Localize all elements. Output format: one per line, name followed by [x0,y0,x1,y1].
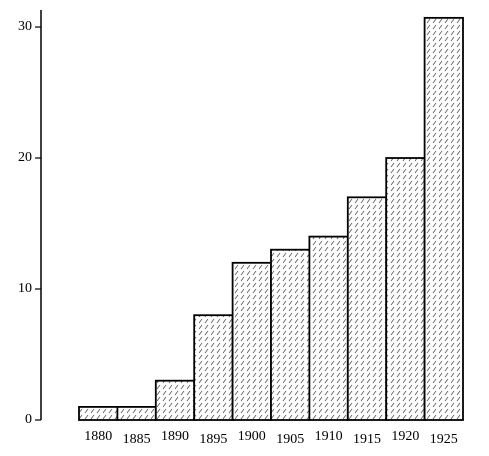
bar [423,16,464,421]
y-tick-label: 30 [18,19,32,34]
bar [193,314,234,421]
bar [78,406,119,421]
y-tick-label: 20 [18,150,32,165]
x-tick-label: 1920 [391,429,419,444]
x-tick-label: 1925 [430,432,458,447]
x-tick-label: 1900 [238,429,266,444]
bar [346,196,388,421]
x-tick-label: 1885 [123,432,151,447]
x-tick-label: 1905 [276,432,304,447]
x-tick-label: 1895 [199,432,227,447]
y-tick-label: 0 [25,412,32,427]
bar [270,248,311,421]
x-tick-label: 1880 [84,429,112,444]
bar [154,379,196,421]
x-tick-label: 1910 [315,429,343,444]
bar [231,261,272,421]
x-tick-label: 1890 [161,429,189,444]
bar [308,235,349,421]
bar [116,406,157,421]
bar [385,157,426,421]
y-tick-label: 10 [18,281,32,296]
x-tick-label: 1915 [353,432,381,447]
